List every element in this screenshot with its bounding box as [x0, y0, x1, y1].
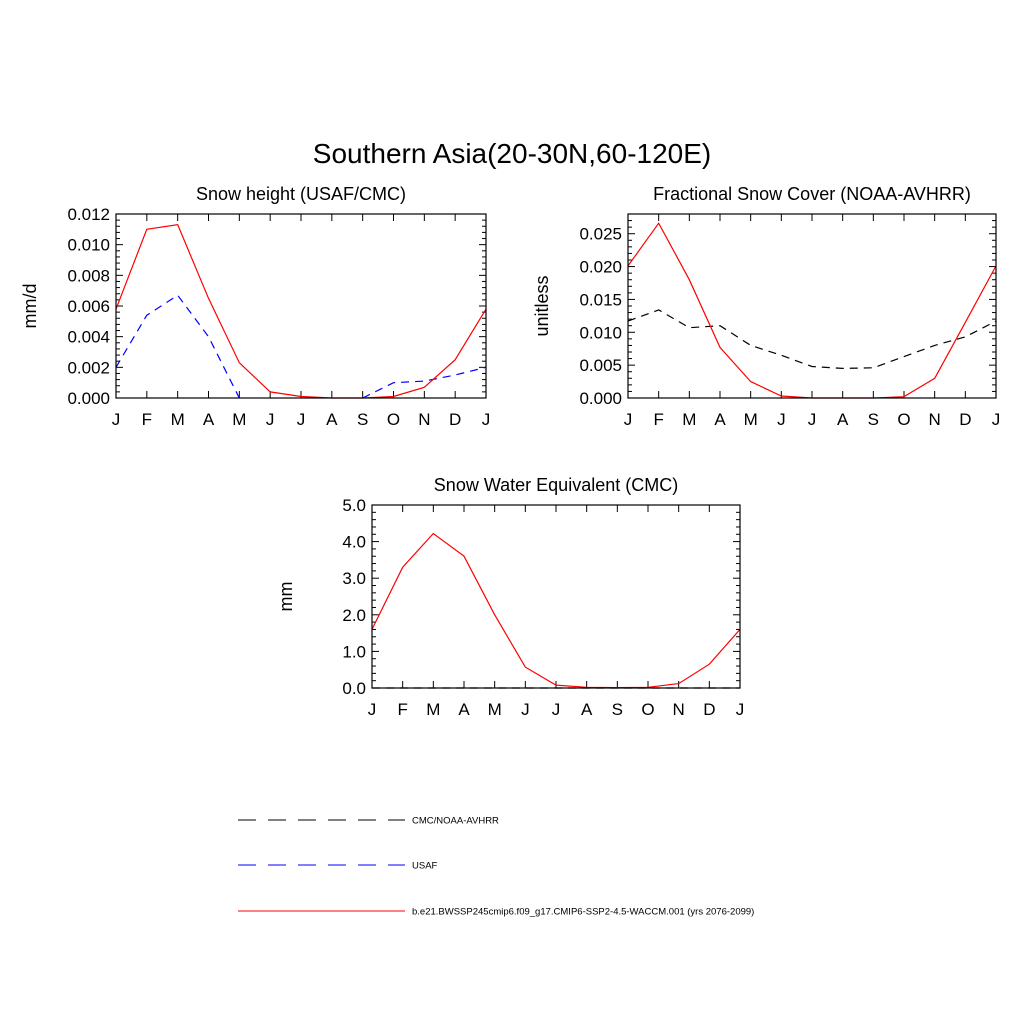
x-tick-label: J: [368, 700, 377, 719]
y-tick-label: 5.0: [342, 496, 366, 515]
y-tick-label: 0.004: [67, 328, 110, 347]
y-axis-label: mm: [276, 582, 296, 612]
x-tick-label: J: [482, 410, 491, 429]
y-axis-label: mm/d: [20, 284, 40, 329]
x-tick-label: J: [992, 410, 1001, 429]
x-tick-label: D: [703, 700, 715, 719]
x-tick-label: J: [808, 410, 817, 429]
chart-panel-1: Snow height (USAF/CMC)mm/dJ F M A M J J A S O N D J0…: [20, 184, 490, 429]
x-tick-label: D: [959, 410, 971, 429]
y-tick-label: 4.0: [342, 533, 366, 552]
chart-panel-3: Snow Water Equivalent (CMC)mmJ F M A M J J A S O N…: [276, 475, 744, 719]
x-tick-label: J: [777, 410, 786, 429]
y-tick-label: 0.005: [579, 356, 622, 375]
x-tick-label: A: [714, 410, 726, 429]
y-axis-label: unitless: [532, 275, 552, 336]
y-tick-label: 3.0: [342, 569, 366, 588]
x-tick-label: O: [641, 700, 654, 719]
y-tick-label: 0.006: [67, 297, 110, 316]
panel-title: Fractional Snow Cover (NOAA-AVHRR): [653, 184, 971, 204]
plot-frame: [627, 213, 997, 399]
y-tick-label: 0.002: [67, 358, 110, 377]
legend: CMC/NOAA-AVHRR USAF b.e21.BWSSP245cmip6.f0…: [238, 816, 754, 918]
series-line-model: [115, 224, 487, 399]
y-tick-label: 0.008: [67, 266, 110, 285]
x-tick-label: O: [387, 410, 400, 429]
x-tick-label: A: [326, 410, 338, 429]
y-tick-label: 1.0: [342, 642, 366, 661]
y-tick-label: 0.0: [342, 679, 366, 698]
x-tick-label: A: [581, 700, 593, 719]
y-tick-label: 0.025: [579, 225, 622, 244]
plot-frame: [115, 213, 487, 399]
x-tick-label: J: [521, 700, 530, 719]
y-tick-label: 2.0: [342, 606, 366, 625]
series-line-obs_cmc: [627, 309, 997, 370]
x-tick-label: F: [142, 410, 152, 429]
chart-panel-2: Fractional Snow Cover (NOAA-AVHRR) unitle…: [532, 184, 1000, 429]
x-tick-label: F: [653, 410, 663, 429]
panel-title: Snow Water Equivalent (CMC): [434, 475, 678, 495]
x-tick-label: J: [112, 410, 121, 429]
x-tick-label: J: [624, 410, 633, 429]
x-tick-label: A: [203, 410, 215, 429]
legend-label-obs_usaf: USAF: [412, 861, 438, 872]
y-tick-label: 0.010: [579, 323, 622, 342]
x-tick-label: J: [266, 410, 275, 429]
x-tick-label: M: [682, 410, 696, 429]
legend-label-obs_cmc: CMC/NOAA-AVHRR: [412, 816, 499, 827]
x-tick-label: S: [612, 700, 623, 719]
x-tick-label: D: [449, 410, 461, 429]
panel-title: Snow height (USAF/CMC): [196, 184, 406, 204]
x-tick-label: N: [673, 700, 685, 719]
x-tick-label: A: [458, 700, 470, 719]
x-tick-label: M: [232, 410, 246, 429]
x-tick-label: J: [297, 410, 306, 429]
x-tick-label: M: [426, 700, 440, 719]
x-tick-label: M: [744, 410, 758, 429]
x-tick-label: M: [488, 700, 502, 719]
x-tick-label: A: [837, 410, 849, 429]
x-tick-label: J: [736, 700, 745, 719]
x-tick-label: N: [929, 410, 941, 429]
x-tick-label: J: [552, 700, 561, 719]
y-tick-label: 0.012: [67, 205, 110, 224]
legend-label-model: b.e21.BWSSP245cmip6.f09_g17.CMIP6-SSP2-4…: [412, 907, 754, 918]
y-tick-label: 0.010: [67, 236, 110, 255]
series-line-model: [371, 532, 741, 689]
figure-title: Southern Asia(20-30N,60-120E): [313, 138, 711, 169]
x-tick-label: S: [868, 410, 879, 429]
y-tick-label: 0.015: [579, 290, 622, 309]
plot-frame: [371, 504, 741, 689]
y-tick-label: 0.000: [67, 389, 110, 408]
x-tick-label: M: [171, 410, 185, 429]
series-line-model: [627, 222, 997, 399]
y-tick-label: 0.020: [579, 258, 622, 277]
x-tick-label: O: [897, 410, 910, 429]
series-line-obs_usaf: [115, 294, 240, 399]
x-tick-label: F: [397, 700, 407, 719]
y-tick-label: 0.000: [579, 389, 622, 408]
x-tick-label: S: [357, 410, 368, 429]
x-tick-label: N: [418, 410, 430, 429]
